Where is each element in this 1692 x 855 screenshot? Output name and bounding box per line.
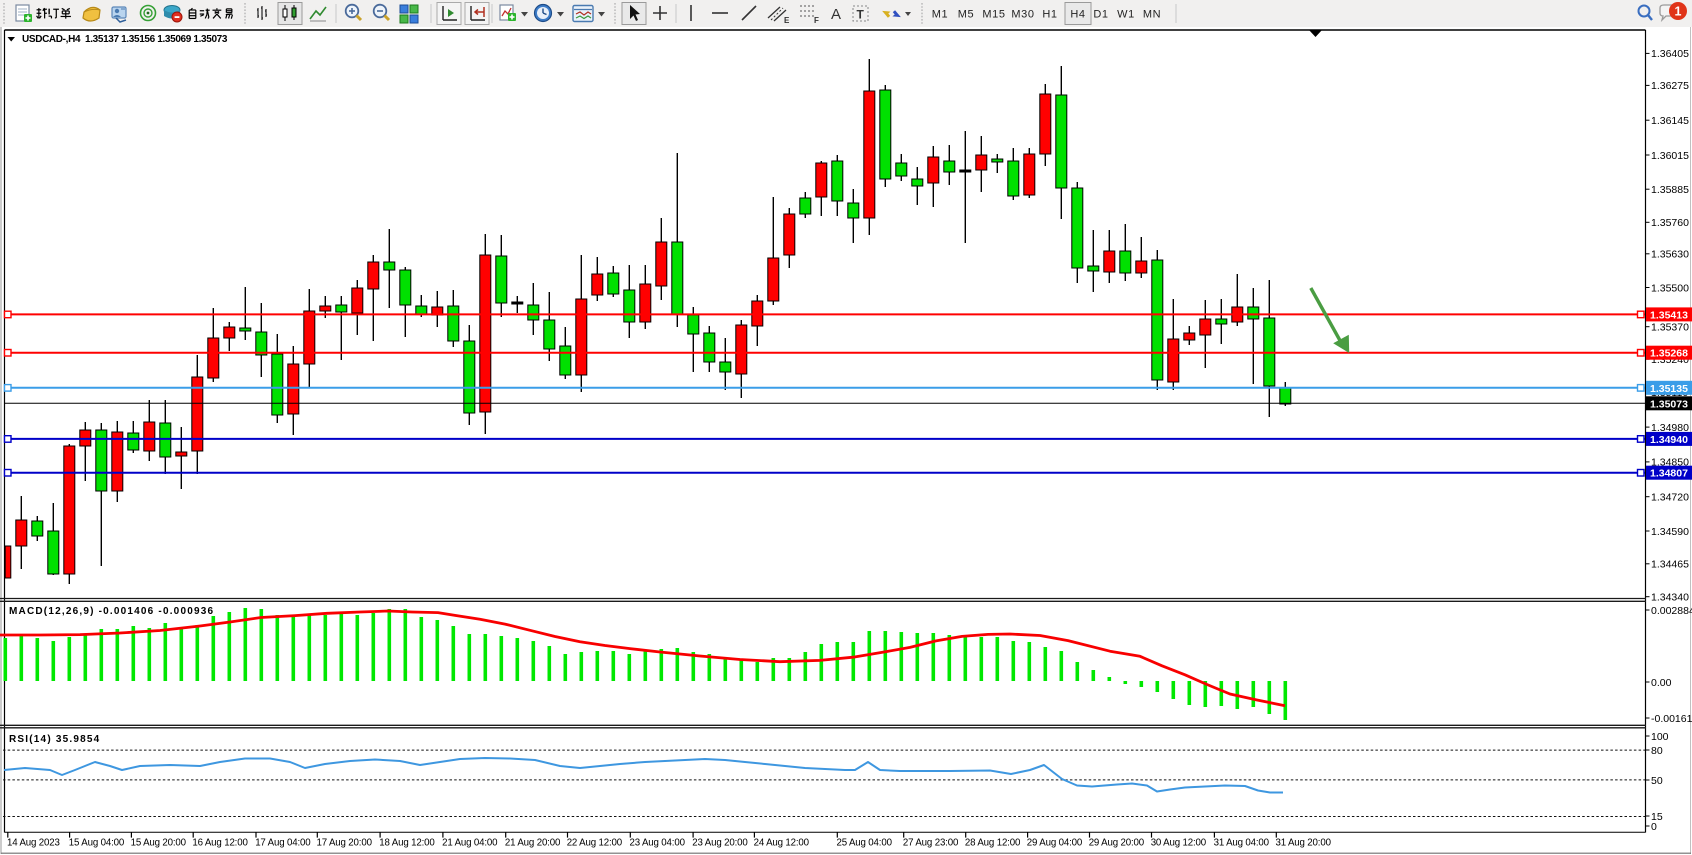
svg-text:17 Aug 20:00: 17 Aug 20:00 [317, 838, 373, 849]
svg-text:E: E [784, 16, 790, 25]
svg-text:1.35268: 1.35268 [1650, 348, 1688, 360]
svg-text:17 Aug 04:00: 17 Aug 04:00 [255, 838, 311, 849]
svg-text:1.36275: 1.36275 [1651, 80, 1689, 92]
svg-text:31 Aug 20:00: 31 Aug 20:00 [1276, 838, 1332, 849]
svg-text:M5: M5 [958, 9, 974, 21]
svg-text:23 Aug 04:00: 23 Aug 04:00 [630, 838, 686, 849]
svg-text:18 Aug 12:00: 18 Aug 12:00 [379, 838, 435, 849]
svg-text:21 Aug 20:00: 21 Aug 20:00 [505, 838, 561, 849]
svg-text:1.34340: 1.34340 [1651, 592, 1689, 604]
svg-text:28 Aug 12:00: 28 Aug 12:00 [965, 838, 1021, 849]
svg-text:31 Aug 04:00: 31 Aug 04:00 [1214, 838, 1270, 849]
svg-text:50: 50 [1651, 775, 1663, 787]
svg-text:A: A [831, 6, 841, 23]
svg-text:1.36405: 1.36405 [1651, 48, 1689, 60]
svg-text:1.34980: 1.34980 [1651, 422, 1689, 434]
svg-text:1: 1 [1675, 5, 1682, 19]
svg-text:80: 80 [1651, 745, 1663, 757]
svg-text:MACD(12,26,9) -0.001406 -0.000: MACD(12,26,9) -0.001406 -0.000936 [9, 606, 214, 617]
svg-text:30 Aug 12:00: 30 Aug 12:00 [1151, 838, 1207, 849]
svg-text:16 Aug 12:00: 16 Aug 12:00 [192, 838, 248, 849]
svg-text:W1: W1 [1117, 9, 1135, 21]
svg-text:H1: H1 [1042, 9, 1057, 21]
svg-text:1.34720: 1.34720 [1651, 492, 1689, 504]
svg-text:1.34807: 1.34807 [1650, 468, 1688, 480]
svg-text:0: 0 [1651, 821, 1657, 833]
svg-text:100: 100 [1651, 731, 1669, 743]
svg-text:29 Aug 20:00: 29 Aug 20:00 [1089, 838, 1145, 849]
svg-text:1.34940: 1.34940 [1650, 434, 1688, 446]
svg-text:1.35630: 1.35630 [1651, 249, 1689, 261]
svg-text:1.35370: 1.35370 [1651, 322, 1689, 334]
svg-text:1.34465: 1.34465 [1651, 559, 1689, 571]
svg-text:MN: MN [1143, 9, 1161, 21]
svg-text:M30: M30 [1011, 9, 1034, 21]
svg-text:1.35760: 1.35760 [1651, 217, 1689, 229]
svg-text:15 Aug 20:00: 15 Aug 20:00 [131, 838, 187, 849]
svg-text:USDCAD-,H4 1.35137 1.35156 1.: USDCAD-,H4 1.35137 1.35156 1.35069 1.350… [22, 34, 228, 45]
svg-text:15 Aug 04:00: 15 Aug 04:00 [69, 838, 125, 849]
svg-text:1.35073: 1.35073 [1650, 398, 1688, 410]
svg-text:H4: H4 [1070, 9, 1085, 21]
svg-text:1.35885: 1.35885 [1651, 184, 1689, 196]
svg-text:0.002884: 0.002884 [1651, 605, 1692, 617]
svg-text:-0.00161: -0.00161 [1651, 713, 1692, 725]
svg-text:M15: M15 [982, 9, 1005, 21]
svg-text:1.36015: 1.36015 [1651, 150, 1689, 162]
svg-text:RSI(14) 35.9854: RSI(14) 35.9854 [9, 734, 100, 745]
svg-text:27 Aug 23:00: 27 Aug 23:00 [903, 838, 959, 849]
svg-text:D1: D1 [1093, 9, 1108, 21]
svg-text:T: T [857, 8, 865, 22]
svg-text:22 Aug 12:00: 22 Aug 12:00 [567, 838, 623, 849]
svg-text:1.34590: 1.34590 [1651, 526, 1689, 538]
svg-text:1.36145: 1.36145 [1651, 115, 1689, 127]
svg-text:24 Aug 12:00: 24 Aug 12:00 [754, 838, 810, 849]
svg-text:0.00: 0.00 [1651, 677, 1672, 689]
svg-text:21 Aug 04:00: 21 Aug 04:00 [442, 838, 498, 849]
svg-text:14 Aug 2023: 14 Aug 2023 [7, 838, 60, 849]
svg-text:23 Aug 20:00: 23 Aug 20:00 [692, 838, 748, 849]
svg-text:F: F [814, 16, 819, 25]
svg-text:1.35500: 1.35500 [1651, 282, 1689, 294]
svg-text:1.35413: 1.35413 [1650, 309, 1688, 321]
svg-text:25 Aug 04:00: 25 Aug 04:00 [837, 838, 893, 849]
svg-text:1.35135: 1.35135 [1650, 383, 1688, 395]
svg-text:15: 15 [1651, 811, 1663, 823]
svg-text:29 Aug 04:00: 29 Aug 04:00 [1027, 838, 1083, 849]
svg-text:M1: M1 [932, 9, 948, 21]
